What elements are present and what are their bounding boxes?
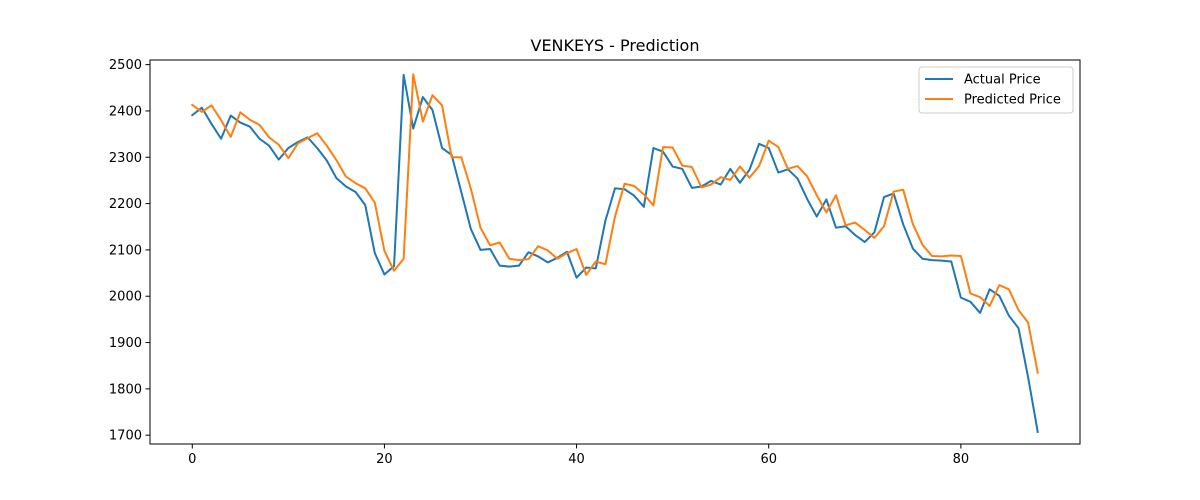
y-tick-label: 1800 (109, 382, 142, 397)
legend-label-predicted-price: Predicted Price (964, 93, 1061, 108)
legend: Actual Price Predicted Price (918, 66, 1074, 114)
x-tick-label: 20 (376, 452, 393, 467)
y-tick-label: 2200 (109, 197, 142, 212)
y-tick-label: 2000 (109, 290, 142, 305)
series-line-actual-price (190, 73, 1039, 434)
legend-label-actual-price: Actual Price (964, 73, 1041, 88)
series-line-predicted-price (190, 73, 1039, 374)
plot-frame (149, 59, 1081, 445)
chart-title: VENKEYS - Prediction (531, 36, 700, 55)
axes-layer: 0 20 40 60 80 1700 1800 1900 2000 2100 2200 2300 240… (109, 58, 1081, 467)
y-tick-label: 2100 (109, 243, 142, 258)
y-tick-label: 2400 (109, 104, 142, 119)
x-tick-label: 40 (568, 452, 585, 467)
y-tick-label: 2500 (109, 58, 142, 73)
x-tick-label: 60 (760, 452, 777, 467)
y-tick-label: 1900 (109, 336, 142, 351)
x-tick-label: 0 (188, 452, 196, 467)
series-layer (190, 73, 1039, 434)
y-tick-label: 2300 (109, 151, 142, 166)
x-tick-label: 80 (953, 452, 970, 467)
y-tick-label: 1700 (109, 429, 142, 444)
legend-box (918, 66, 1074, 114)
